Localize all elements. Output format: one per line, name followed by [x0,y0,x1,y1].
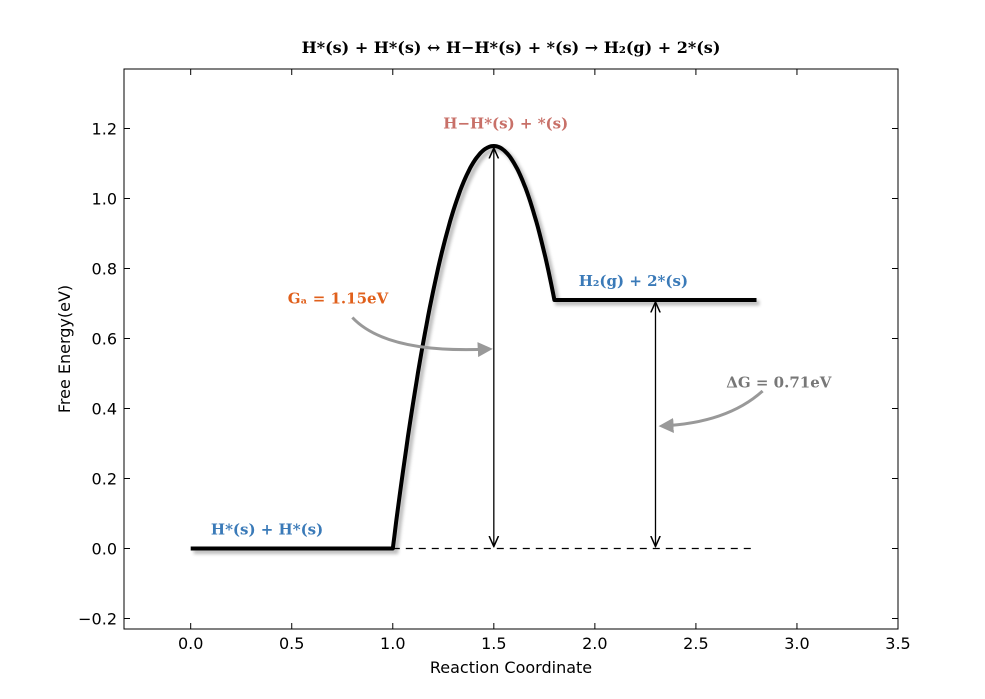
y-axis-label: Free Energy(eV) [55,285,74,413]
x-axis-label: Reaction Coordinate [430,658,592,677]
axis-ticks: 0.0 0.5 1.0 1.5 2.0 2.5 3.0 3.5 −0.2 0.0 0.2 0.4 0.6… [78,69,911,653]
x-tick-label: 2.5 [683,634,708,653]
x-tick-label: 0.0 [178,634,203,653]
activation-energy-label: Gₐ = 1.15eV [288,290,389,308]
y-tick-label: 0.0 [92,540,117,559]
chart-annotations: H*(s) + H*(s) H−H*(s) + *(s) H₂(g) + 2*(s)… [211,115,832,539]
y-tick-label: 0.8 [92,260,117,279]
y-tick-label: 0.6 [92,330,117,349]
x-tick-label: 1.5 [481,634,506,653]
reaction-energy-label: ΔG = 0.71eV [726,374,832,392]
y-tick-label: 0.4 [92,400,117,419]
state-transition: H−H*(s) + *(s) [443,115,568,133]
x-tick-label: 1.0 [380,634,405,653]
y-tick-label: 1.2 [92,120,117,139]
state-initial: H*(s) + H*(s) [211,521,323,539]
y-tick-label: 1.0 [92,190,117,209]
reaction-pointer [658,389,764,433]
plot-frame [123,68,899,630]
activation-pointer [351,316,493,358]
x-tick-label: 3.5 [885,634,910,653]
state-final: H₂(g) + 2*(s) [579,272,688,290]
y-tick-label: 0.2 [92,470,117,489]
chart-title: H*(s) + H*(s) ↔ H−H*(s) + *(s) → H₂(g) +… [302,38,721,57]
y-tick-label: −0.2 [78,610,117,629]
x-tick-label: 0.5 [279,634,304,653]
energy-profile-line [190,144,757,551]
x-tick-label: 2.0 [582,634,607,653]
chart-marks [190,144,764,554]
x-tick-label: 3.0 [784,634,809,653]
